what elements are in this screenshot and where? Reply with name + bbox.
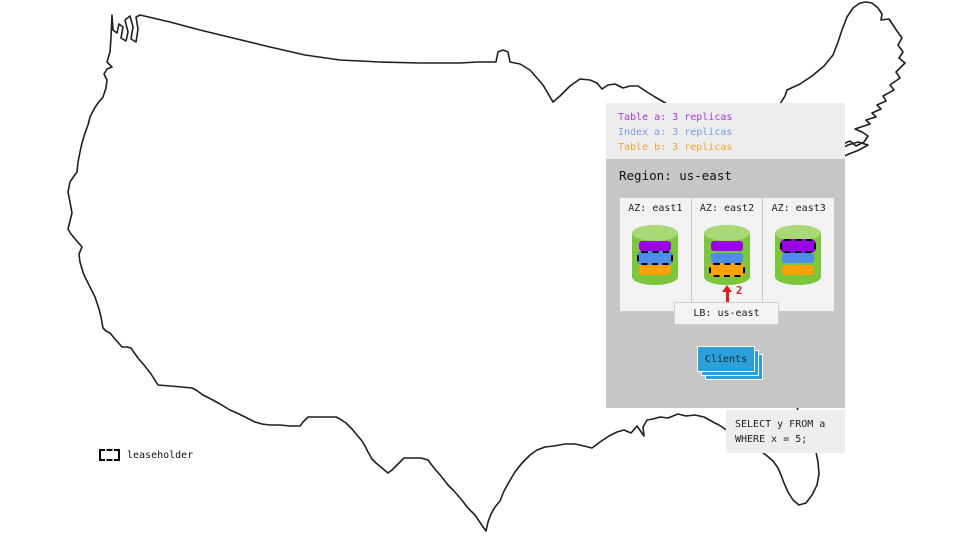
clients-stack: Clients — [697, 346, 763, 380]
us-map-outline — [67, 1, 906, 532]
database-cylinder — [703, 225, 750, 285]
legend-table-a: Table a: 3 replicas — [618, 112, 733, 123]
leaseholder-swatch-icon — [99, 449, 120, 461]
load-balancer-box: LB: us-east — [674, 302, 779, 325]
leaseholder-key: leaseholder — [99, 449, 193, 461]
index-a-replica — [637, 251, 673, 265]
clients-box: Clients — [697, 346, 755, 372]
sql-query-line: SELECT y FROM a — [735, 419, 826, 430]
sql-query-box: SELECT y FROM a WHERE x = 5; — [726, 410, 845, 453]
az-label: AZ: east3 — [771, 203, 826, 214]
region-title: Region: us-east — [619, 168, 732, 183]
database-cylinder — [632, 225, 678, 285]
replica-legend-panel: Table a: 3 replicas Index a: 3 replicas … — [606, 103, 845, 159]
index-a-replica — [782, 253, 815, 263]
database-cylinder — [775, 225, 822, 285]
table-a-replica — [710, 241, 743, 251]
table-b-replica — [639, 265, 671, 275]
index-a-replica — [710, 253, 743, 263]
az-zone-east1: AZ: east1 — [619, 197, 692, 312]
table-a-replica — [639, 241, 671, 251]
az-label: AZ: east1 — [628, 203, 683, 214]
legend-index-a: Index a: 3 replicas — [618, 127, 733, 138]
az-zone-east3: AZ: east3 — [762, 197, 836, 312]
legend-table-b: Table b: 3 replicas — [618, 142, 733, 153]
table-a-replica — [780, 239, 817, 253]
request-arrow — [726, 291, 729, 304]
leaseholder-key-label: leaseholder — [127, 449, 194, 461]
request-arrow-head-icon — [722, 285, 732, 292]
hop-count-label: 2 — [736, 285, 743, 297]
sql-query-line: WHERE x = 5; — [735, 434, 808, 445]
table-b-replica — [708, 263, 745, 277]
table-b-replica — [782, 265, 815, 275]
region-panel: Region: us-east AZ: east1 AZ: east2 AZ: … — [606, 159, 845, 408]
az-label: AZ: east2 — [699, 203, 755, 214]
